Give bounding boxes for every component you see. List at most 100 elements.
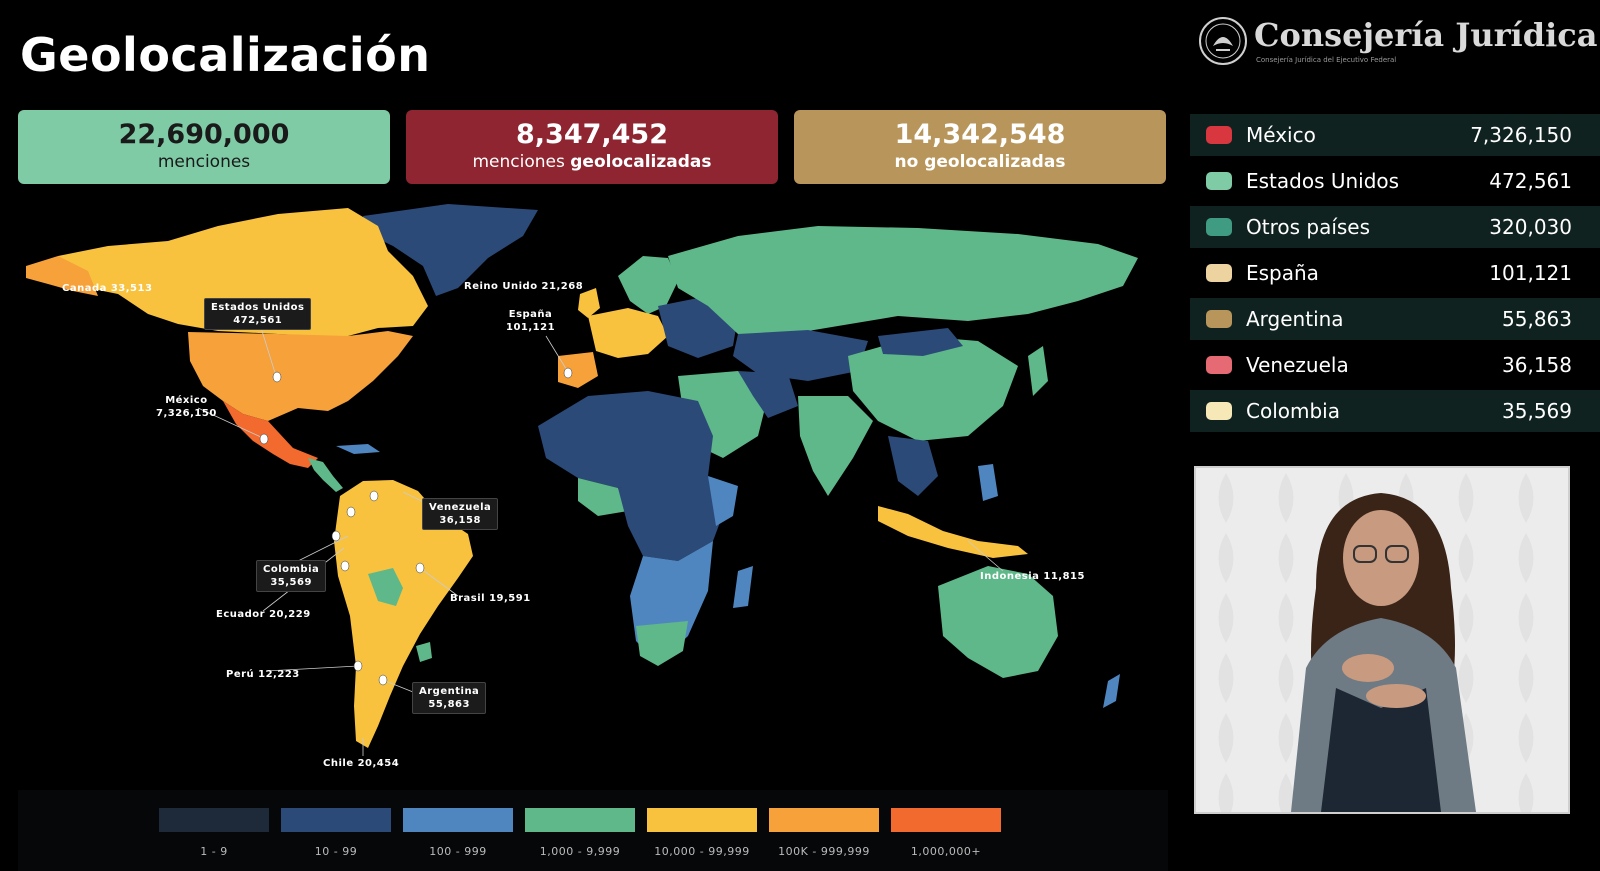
brand-logo: Consejería Jurídica Consejería Jurídica … [1198,14,1597,70]
country-value: 320,030 [1489,215,1572,239]
callout-indonesia: Indonesia 11,815 [980,571,1085,582]
kpi-label: menciones geolocalizadas [472,152,712,172]
alaska-shape [26,256,98,296]
spain-pin [563,367,573,379]
uk-shape [578,288,600,318]
country-value: 36,158 [1502,353,1572,377]
madagascar-shape [733,566,753,608]
kpi-value: 22,690,000 [118,119,290,150]
legend-item: 1 - 9 [159,808,269,858]
legend-item: 1,000,000+ [891,808,1001,858]
legend-label: 1 - 9 [200,845,228,858]
argentina-pin [378,674,388,686]
legend-label: 10 - 99 [314,845,358,858]
callout-usa: Estados Unidos 472,561 [204,298,312,330]
country-value: 35,569 [1502,399,1572,423]
callout-colombia: Colombia 35,569 [256,560,327,592]
west-africa-shape [578,478,628,516]
central-america-shape [308,458,343,492]
china-shape [848,336,1018,441]
legend-item: 10,000 - 99,999 [647,808,757,858]
country-row: Argentina 55,863 [1190,298,1600,340]
central-asia-shape [733,330,868,381]
western-europe-shape [588,308,668,358]
legend-swatch [769,808,879,832]
caribbean-shape [336,444,380,454]
interpreter-video [1194,466,1570,814]
mongolia-shape [878,328,963,356]
callout-ecuador: Ecuador 20,229 [216,609,311,620]
map-legend: 1 - 9 10 - 99 100 - 999 1,000 - 9,999 10… [18,790,1168,871]
north-africa-shape [538,391,713,488]
indonesia-shape [878,506,1028,558]
legend-label: 1,000 - 9,999 [539,845,621,858]
country-swatch [1206,218,1232,236]
callout-venezuela: Venezuela 36,158 [422,498,499,530]
kpi-label: no geolocalizadas [894,152,1066,172]
bolivia-shape [368,568,403,606]
legend-swatch [525,808,635,832]
scandinavia-shape [618,256,678,314]
country-row: México 7,326,150 [1190,114,1600,156]
spain-shape [558,352,598,388]
kpi-label: menciones [157,152,251,172]
country-row: Otros países 320,030 [1190,206,1600,248]
legend-swatch [281,808,391,832]
usa-shape [188,331,413,421]
russia-shape [668,226,1138,336]
country-swatch [1206,310,1232,328]
australia-shape [938,566,1058,678]
new-zealand-shape [1103,674,1120,708]
kpi-value: 14,342,548 [894,119,1066,150]
chile-pin [353,660,363,672]
colombia-pin [346,506,356,518]
usa-pin [272,371,282,383]
brand-subtitle: Consejería Jurídica del Ejecutivo Federa… [1256,56,1397,64]
callout-peru: Perú 12,223 [226,669,300,680]
callout-spain: España 101,121 [506,309,556,333]
greenland-shape [363,204,538,296]
country-name: Estados Unidos [1246,169,1400,193]
country-ranking: México 7,326,150 Estados Unidos 472,561 … [1190,114,1600,436]
legend-label: 10,000 - 99,999 [654,845,750,858]
legend-label: 1,000,000+ [910,845,982,858]
country-swatch [1206,126,1232,144]
kpi-geolocated-mentions: 8,347,452 menciones geolocalizadas [406,110,778,184]
country-value: 472,561 [1489,169,1572,193]
callout-chile: Chile 20,454 [323,758,400,769]
kpi-non-geolocated: 14,342,548 no geolocalizadas [794,110,1166,184]
country-value: 101,121 [1489,261,1572,285]
country-row: España 101,121 [1190,252,1600,294]
country-name: México [1246,123,1316,147]
se-asia-shape [888,436,938,496]
legend-swatch [647,808,757,832]
callout-mexico: México 7,326,150 [156,395,217,419]
country-name: Otros países [1246,215,1371,239]
philippines-shape [978,464,998,501]
country-value: 7,326,150 [1470,123,1572,147]
callout-argentina: Argentina 55,863 [412,682,487,714]
page-title: Geolocalización [20,28,431,82]
legend-item: 100 - 999 [403,808,513,858]
legend-swatch [403,808,513,832]
legend-label: 100K - 999,999 [778,845,870,858]
country-swatch [1206,356,1232,374]
kpi-total-mentions: 22,690,000 menciones [18,110,390,184]
peru-pin [340,560,350,572]
callout-uk: Reino Unido 21,268 [464,281,584,292]
country-name: Colombia [1246,399,1340,423]
south-america-shape [334,480,473,748]
mexico-shape [223,401,318,468]
kpi-value: 8,347,452 [515,119,669,150]
country-name: Argentina [1246,307,1344,331]
brasil-pin [415,562,425,574]
japan-shape [1028,346,1048,396]
country-row: Venezuela 36,158 [1190,344,1600,386]
country-swatch [1206,172,1232,190]
country-name: Venezuela [1246,353,1349,377]
interpreter-figure [1196,468,1568,812]
legend-label: 100 - 999 [429,845,487,858]
central-africa-shape [618,476,728,561]
world-map-shapes [26,204,1138,756]
legend-swatch [159,808,269,832]
